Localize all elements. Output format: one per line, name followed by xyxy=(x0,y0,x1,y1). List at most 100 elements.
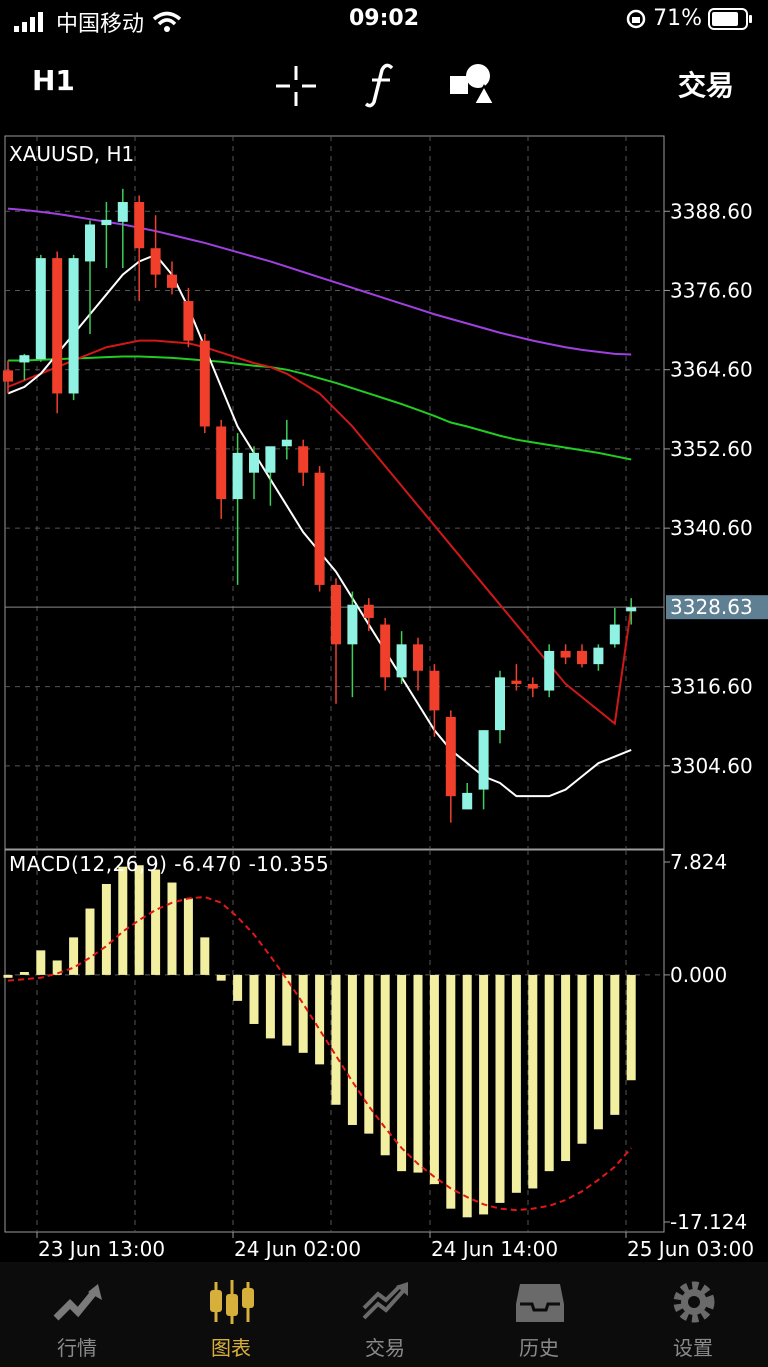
macd-histogram-bar xyxy=(462,974,472,1218)
ma-mid-line xyxy=(7,339,633,726)
candle-body xyxy=(85,224,95,262)
ma-long-line xyxy=(7,207,632,356)
macd-histogram-bar xyxy=(429,974,439,1185)
macd-histogram-bar xyxy=(36,950,46,975)
macd-histogram-bar xyxy=(249,974,259,1024)
candle-body xyxy=(3,370,13,382)
price-tick-label: 3316.60 xyxy=(670,675,753,699)
settings-icon xyxy=(673,1281,715,1323)
timeframe-button[interactable]: H1 xyxy=(32,64,75,97)
time-tick-label: 24 Jun 02:00 xyxy=(234,1237,361,1260)
tab-trade[interactable]: 交易 xyxy=(308,1262,462,1367)
candle-body xyxy=(281,439,292,447)
candle-body xyxy=(101,219,112,226)
time-tick-label: 24 Jun 14:00 xyxy=(431,1237,558,1260)
chart-toolbar: H1 交易 xyxy=(0,50,768,120)
battery-percent: 71% xyxy=(653,6,702,31)
macd-tick-label: 0.000 xyxy=(670,963,727,987)
macd-histogram-bar xyxy=(380,974,390,1156)
candle-body xyxy=(527,683,538,689)
candles xyxy=(3,188,637,823)
macd-histogram-bar xyxy=(167,882,177,975)
macd-histogram-bar xyxy=(118,866,128,975)
macd-histogram-bar xyxy=(265,974,275,1039)
time-tick-label: 23 Jun 13:00 xyxy=(38,1237,165,1260)
rotation-lock-icon xyxy=(626,9,646,28)
candle-body xyxy=(216,426,227,500)
tab-chart-label: 图表 xyxy=(211,1336,251,1360)
ma-slow-line xyxy=(8,355,632,461)
candle-body xyxy=(331,584,341,645)
candle-body xyxy=(478,730,489,790)
time-tick-label: 25 Jun 03:00 xyxy=(627,1237,754,1260)
trade-button[interactable]: 交易 xyxy=(677,69,734,102)
candle-body xyxy=(249,452,259,473)
candle-body xyxy=(495,677,505,731)
macd-histogram-bar xyxy=(495,974,505,1203)
macd-histogram-bar xyxy=(85,908,95,975)
macd-histogram-bar xyxy=(200,937,210,975)
candle-body xyxy=(380,624,391,678)
tab-history[interactable]: 历史 xyxy=(462,1262,616,1367)
symbol-label: XAUUSD, H1 xyxy=(9,142,135,166)
macd-panel xyxy=(3,865,636,1218)
macd-histogram-bar xyxy=(397,974,407,1172)
shapes-icon[interactable] xyxy=(448,62,494,106)
macd-panel-frame xyxy=(4,849,665,1233)
macd-histogram-bar xyxy=(151,869,161,975)
quotes-icon xyxy=(53,1284,102,1321)
macd-histogram-bar xyxy=(577,974,587,1144)
macd-histogram-bar xyxy=(69,937,79,975)
macd-label: MACD(12,26,9) -6.470 -10.355 xyxy=(9,852,330,876)
price-tick-label: 3340.60 xyxy=(670,516,753,540)
status-right: 71% xyxy=(625,6,754,31)
candle-body xyxy=(593,647,604,665)
candle-body xyxy=(265,446,276,473)
macd-histogram-bar xyxy=(544,974,554,1172)
signal-icon xyxy=(14,12,43,32)
chart-area[interactable]: 3388.60 3376.60 3364.60 3352.60 3340.60 3316.… xyxy=(0,132,768,1261)
tab-bar: 行情 图表 交易 历史 设置 xyxy=(0,1262,768,1367)
macd-histogram-bar xyxy=(183,898,193,975)
crosshair-icon[interactable] xyxy=(274,64,318,108)
macd-histogram-bar xyxy=(528,974,538,1189)
candle-body xyxy=(19,355,30,363)
candle-body xyxy=(35,258,46,360)
tab-chart[interactable]: 图表 xyxy=(154,1262,308,1367)
macd-histogram-bar xyxy=(593,974,603,1130)
carrier-label: 中国移动 xyxy=(56,12,145,37)
tab-quotes[interactable]: 行情 xyxy=(0,1262,154,1367)
history-icon xyxy=(516,1284,564,1322)
candle-body xyxy=(511,680,522,684)
candle-body xyxy=(445,716,456,797)
candle-body xyxy=(544,650,555,691)
function-icon[interactable] xyxy=(364,62,398,108)
price-tick-label: 3352.60 xyxy=(670,437,753,461)
trade-icon xyxy=(362,1282,408,1320)
candle-body xyxy=(314,472,325,585)
macd-histogram-bar xyxy=(134,865,144,975)
candle-body xyxy=(429,670,440,711)
macd-histogram-bar xyxy=(364,974,374,1134)
status-time: 09:02 xyxy=(348,6,420,31)
macd-histogram-bar xyxy=(216,974,226,981)
macd-histogram-bar xyxy=(101,883,111,975)
candle-body xyxy=(363,604,374,618)
candle-body xyxy=(347,604,358,645)
macd-tick-label: -17.124 xyxy=(670,1210,747,1234)
candle-body xyxy=(462,792,473,810)
candle-body xyxy=(560,650,571,658)
candle-body xyxy=(117,202,128,222)
price-tick-label: 3388.60 xyxy=(670,199,753,223)
candle-body xyxy=(626,607,637,612)
battery-icon xyxy=(708,7,752,30)
macd-histogram-bar xyxy=(479,974,489,1215)
chart-icon xyxy=(210,1280,254,1324)
candle-body xyxy=(68,258,79,394)
macd-histogram-bar xyxy=(331,974,341,1105)
tab-settings[interactable]: 设置 xyxy=(616,1262,768,1367)
chart-canvas[interactable]: 3388.60 3376.60 3364.60 3352.60 3340.60 3316.… xyxy=(0,132,768,1261)
candle-body xyxy=(150,248,161,275)
candle-body xyxy=(609,624,620,645)
macd-histogram-bar xyxy=(282,974,292,1046)
